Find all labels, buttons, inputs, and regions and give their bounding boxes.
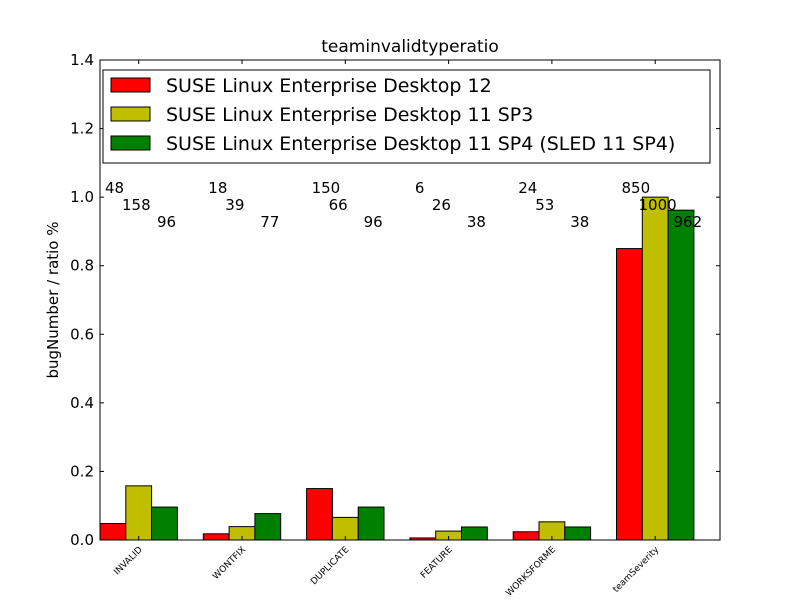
value-label-0-5: 850 [622,179,651,197]
bar-1-0 [125,485,153,541]
value-label-1-4: 53 [535,196,554,214]
bar-2-1 [254,513,282,541]
value-label-1-3: 26 [432,196,451,214]
value-label-1-2: 66 [329,196,348,214]
legend-swatch-1 [110,106,151,122]
legend-entry-0: SUSE Linux Enterprise Desktop 12 [166,75,492,97]
bar-2-4 [564,526,592,541]
value-label-0-0: 48 [105,179,124,197]
value-label-2-1: 77 [260,213,279,231]
bar-2-3 [461,526,488,541]
legend: SUSE Linux Enterprise Desktop 12 SUSE Lin… [102,69,711,164]
value-label-0-2: 150 [312,179,341,197]
bar-0-0 [99,523,127,541]
y-tick-label: 1.2 [70,120,94,138]
legend-swatch-2 [110,135,151,151]
plot-frame [99,59,721,541]
y-tick-label: 0.2 [70,462,94,480]
bar-0-4 [512,531,540,541]
bar-2-0 [151,506,178,541]
y-axis-label: bugNumber / ratio % [44,221,62,378]
value-label-2-3: 38 [467,213,486,231]
bar-0-2 [306,488,333,541]
value-label-2-0: 96 [157,213,176,231]
y-tick-label: 0.6 [70,325,94,343]
value-label-0-4: 24 [518,179,537,197]
bar-2-2 [357,506,385,541]
value-label-1-0: 158 [122,196,151,214]
value-label-1-1: 39 [225,196,244,214]
y-tick-label: 1.4 [70,51,94,69]
value-label-1-5: 1000 [639,196,677,214]
bar-1-5 [641,196,669,541]
value-label-2-2: 96 [364,213,383,231]
legend-swatch-0 [110,77,151,93]
value-labels-layer: 48 18 150 6 24 850 158 39 66 26 53 1000 96 77 96 38 38 96… [105,179,702,231]
value-label-0-3: 6 [415,179,425,197]
legend-entry-1: SUSE Linux Enterprise Desktop 11 SP3 [166,104,533,126]
y-tick-label: 0.0 [70,531,94,549]
bar-0-1 [202,533,230,541]
legend-box [102,69,711,164]
value-label-0-1: 18 [208,179,227,197]
chart-title: teaminvalidtyperatio [321,37,499,57]
y-tick-label: 0.8 [70,257,94,275]
y-tick-label: 0.4 [70,394,94,412]
bar-0-5 [616,248,643,541]
y-tick-label: 1.0 [70,188,94,206]
value-label-2-4: 38 [570,213,589,231]
bar-2-5 [667,209,695,541]
legend-entry-2: SUSE Linux Enterprise Desktop 11 SP4 (SL… [166,133,675,155]
value-label-2-5: 962 [674,213,703,231]
y-ticks: 0.0 0.2 0.4 0.6 0.8 1.0 1.2 1.4 [70,51,720,549]
